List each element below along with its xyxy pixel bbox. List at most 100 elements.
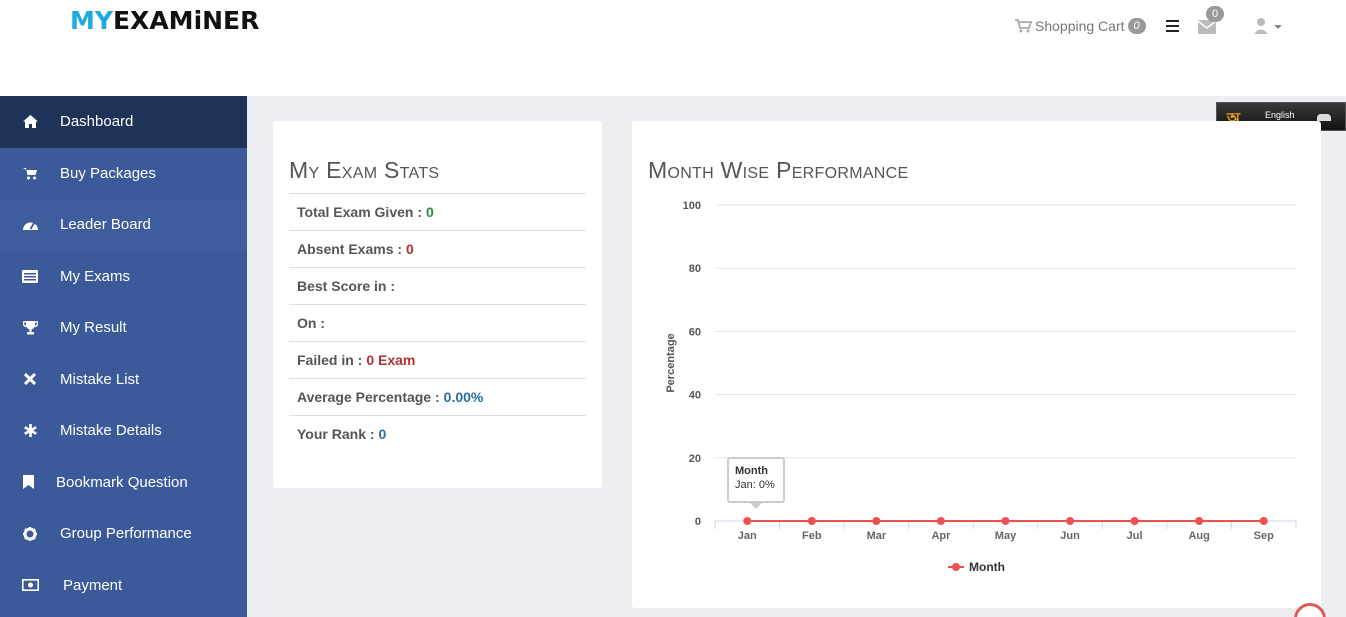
- sidebar-item-label: Payment: [63, 576, 123, 594]
- asterisk-icon: [23, 424, 37, 438]
- x-tick-label: Feb: [802, 530, 822, 542]
- money-icon: [21, 579, 39, 592]
- x-tick-label: Sep: [1254, 530, 1274, 542]
- data-point: [1130, 517, 1139, 525]
- stat-label: Failed in :: [297, 352, 363, 368]
- x-tick-label: Mar: [867, 530, 887, 542]
- cart-icon: [22, 167, 37, 180]
- x-tick-label: Aug: [1188, 530, 1209, 542]
- month-performance-title: Month Wise Performance: [648, 157, 909, 183]
- stat-value: 0: [378, 426, 387, 442]
- y-tick-label: 100: [683, 200, 701, 212]
- stat-label: Best Score in :: [297, 278, 396, 294]
- top-bar: MYEXAMiNER Shopping Cart 0 0: [0, 0, 1346, 96]
- x-tick-label: Apr: [931, 530, 951, 542]
- stat-value: 0 Exam: [366, 352, 416, 368]
- data-point: [936, 517, 945, 525]
- legend-marker: [952, 563, 960, 571]
- x-tick-label: Jul: [1127, 530, 1143, 542]
- y-tick-label: 20: [689, 453, 701, 465]
- stat-failed-in: Failed in : 0 Exam: [289, 341, 586, 378]
- performance-line-chart: 0 20 40 60 80 100 Jan Feb Mar Apr May Jun Jul Aug Sep P…: [665, 200, 1297, 574]
- sidebar-item-label: Mistake List: [60, 370, 140, 388]
- shopping-cart-label: Shopping Cart: [1035, 18, 1125, 34]
- chart-tooltip: Month Jan: 0%: [727, 457, 785, 509]
- sidebar-item-label: Group Performance: [60, 525, 192, 543]
- list-icon: [22, 269, 38, 283]
- mail-button[interactable]: 0: [1197, 6, 1225, 39]
- logo-examiner: EXAMiNER: [112, 6, 260, 35]
- y-axis-label: Percentage: [665, 333, 677, 392]
- stat-label: Average Percentage :: [297, 389, 440, 405]
- data-point: [1001, 517, 1010, 525]
- sidebar-item-buy-packages[interactable]: Buy Packages: [0, 148, 247, 200]
- exam-stats-title: My Exam Stats: [289, 157, 440, 183]
- cart-count-badge: 0: [1127, 18, 1146, 34]
- stat-absent-exams: Absent Exams : 0: [289, 230, 586, 267]
- y-tick-label: 40: [689, 390, 701, 402]
- x-tick-label: Jan: [738, 530, 757, 542]
- sidebar-item-mistake-details[interactable]: Mistake Details: [0, 405, 247, 457]
- caret-down-icon: [1274, 25, 1282, 29]
- stat-total-exam-given: Total Exam Given : 0: [289, 193, 586, 230]
- dashboard-gauge-icon: [22, 222, 38, 231]
- x-tick-label: Jun: [1060, 530, 1080, 542]
- stat-value: 0: [406, 241, 414, 257]
- data-point: [1195, 517, 1204, 525]
- user-icon: [1254, 18, 1282, 34]
- bookmark-icon: [22, 475, 34, 490]
- stat-label: Your Rank :: [297, 426, 375, 442]
- stat-value: 0: [426, 204, 434, 220]
- sidebar-item-group-performance[interactable]: Group Performance: [0, 508, 247, 560]
- stat-value: 0.00%: [443, 389, 484, 405]
- mail-count-badge: 0: [1206, 6, 1225, 22]
- data-point: [872, 517, 881, 525]
- cart-icon: [1015, 19, 1032, 33]
- sidebar-item-my-result[interactable]: My Result: [0, 302, 247, 354]
- trophy-icon: [22, 320, 38, 335]
- stat-label: Absent Exams :: [297, 241, 403, 257]
- menu-toggle-icon[interactable]: [1166, 20, 1179, 32]
- y-tick-label: 0: [695, 516, 701, 528]
- envelope-icon: [1197, 20, 1217, 34]
- sidebar-item-bookmark-question[interactable]: Bookmark Question: [0, 457, 247, 509]
- gear-icon: [23, 526, 37, 541]
- logo-my: MY: [70, 6, 113, 35]
- tooltip-value: Jan: 0%: [735, 479, 775, 491]
- y-tick-label: 60: [689, 326, 701, 338]
- user-menu[interactable]: [1254, 17, 1284, 40]
- stat-best-score: Best Score in :: [289, 267, 586, 304]
- sidebar-item-label: My Result: [60, 319, 127, 337]
- sidebar-item-payment[interactable]: Payment: [0, 560, 247, 612]
- stat-label: Total Exam Given :: [297, 204, 422, 220]
- stat-your-rank: Your Rank : 0: [289, 415, 586, 452]
- sidebar-item-leader-board[interactable]: Leader Board: [0, 199, 247, 251]
- sidebar-item-mistake-list[interactable]: Mistake List: [0, 354, 247, 406]
- month-performance-card: Month Wise Performance 0 20 40 60 80 100 Jan Fe…: [632, 121, 1321, 608]
- exam-stats-list: Total Exam Given : 0 Absent Exams : 0 Be…: [289, 193, 586, 452]
- shopping-cart-link[interactable]: Shopping Cart 0: [1015, 18, 1146, 34]
- language-label: English: [1265, 110, 1295, 120]
- home-icon: [22, 115, 38, 129]
- data-point: [1259, 517, 1268, 525]
- data-point: [743, 517, 752, 525]
- sidebar-item-label: Dashboard: [60, 113, 134, 131]
- sidebar-item-label: Buy Packages: [60, 164, 156, 182]
- data-point: [807, 517, 816, 525]
- x-tick-label: May: [995, 530, 1017, 542]
- keyboard-icon[interactable]: [1317, 114, 1331, 121]
- exam-stats-card: My Exam Stats Total Exam Given : 0 Absen…: [273, 121, 602, 488]
- logo[interactable]: MYEXAMiNER: [70, 6, 259, 35]
- tooltip-title: Month: [735, 465, 768, 477]
- sidebar-item-label: Bookmark Question: [56, 473, 188, 491]
- sidebar: Dashboard Buy Packages Leader Board My E…: [0, 96, 247, 617]
- sidebar-item-dashboard[interactable]: Dashboard: [0, 96, 247, 148]
- sidebar-item-label: Mistake Details: [60, 422, 162, 440]
- stat-average-percentage: Average Percentage : 0.00%: [289, 378, 586, 415]
- close-icon: [24, 373, 36, 386]
- data-point: [1066, 517, 1075, 525]
- stat-label: On :: [297, 315, 325, 331]
- sidebar-item-my-exams[interactable]: My Exams: [0, 251, 247, 303]
- sidebar-item-label: My Exams: [60, 267, 131, 285]
- legend-label: Month: [969, 560, 1005, 574]
